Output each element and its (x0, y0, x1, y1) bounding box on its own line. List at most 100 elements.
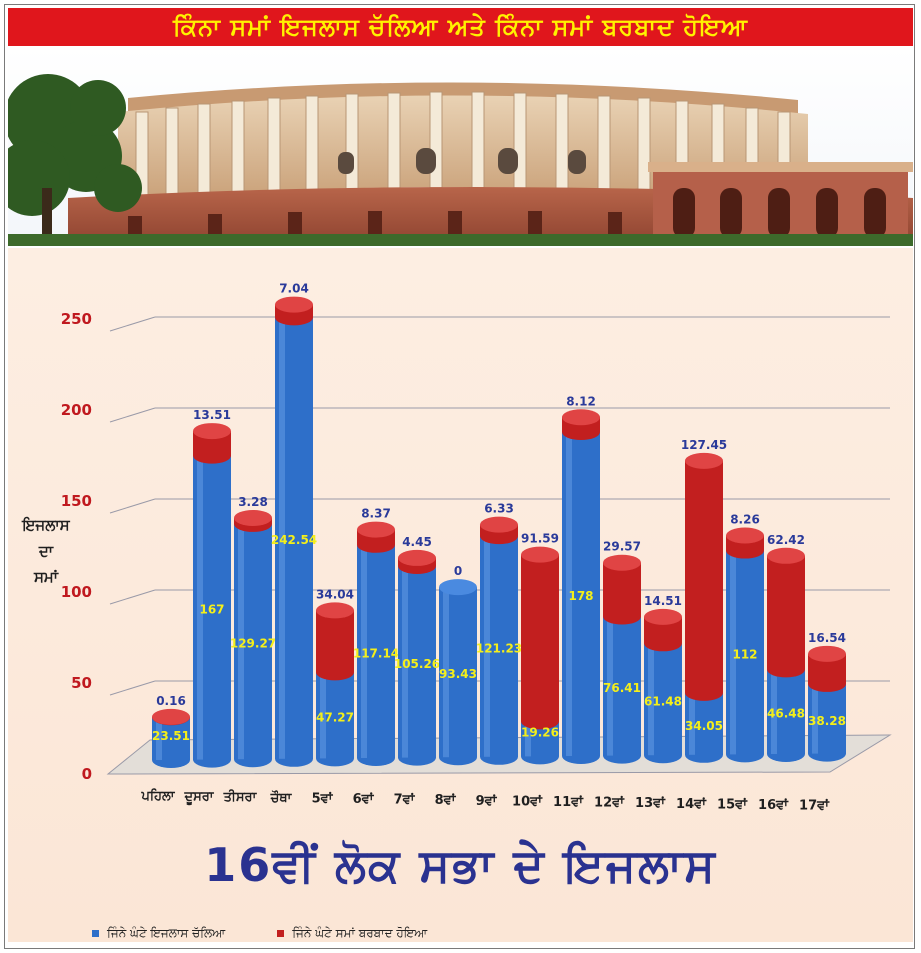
data-label-sitting-hours: 121.23 (476, 641, 522, 655)
parliament-photo (8, 48, 913, 246)
legend-label-sitting-hours: ਜਿੰਨੇ ਘੰਟੇ ਇਜਲਾਸ ਚੱਲਿਆ (107, 926, 226, 940)
bar-top-wasted (603, 554, 641, 571)
data-label-sitting-hours: 47.27 (316, 710, 354, 724)
bar-highlight (689, 692, 695, 755)
bar-wasted-hours (603, 562, 641, 625)
bar-top-wasted (275, 296, 313, 313)
y-tick-label: 250 (61, 310, 92, 328)
outer-frame (4, 4, 915, 949)
data-label-wasted-hours: 91.59 (521, 532, 559, 546)
data-label-wasted-hours: 8.26 (730, 513, 760, 527)
y-tick-label: 150 (61, 492, 92, 510)
bar-highlight (443, 587, 449, 758)
y-axis-ticks: 0 50 100 150 200 250 (61, 310, 92, 783)
grid-line-diagonal (109, 589, 156, 605)
bar-sitting-hours (398, 566, 436, 766)
x-tick-label: 17ਵਾਂ (799, 799, 830, 814)
bar-sitting-hours (275, 317, 313, 767)
data-label-sitting-hours: 38.28 (808, 714, 846, 728)
bar-sitting-hours (357, 544, 395, 766)
bar-wasted-hours (767, 555, 805, 678)
data-label-wasted-hours: 29.57 (603, 540, 641, 554)
x-tick-label: ਤੀਸਰਾ (223, 789, 258, 805)
x-tick-label: 9ਵਾਂ (476, 794, 498, 809)
bars: 23.51 0.16 167 13.51 129.27 3.28 242.54 7.04 47.… (152, 282, 846, 768)
bar-highlight (648, 643, 654, 756)
data-label-wasted-hours: 8.12 (566, 394, 596, 408)
bar-top-wasted (685, 452, 723, 469)
bar-group: 93.43 0 (439, 564, 477, 766)
bar-sitting-hours (603, 616, 641, 764)
bar-top-wasted (398, 549, 436, 566)
data-label-sitting-hours: 76.41 (603, 681, 641, 695)
legend-item-sitting-hours: ਜਿੰਨੇ ਘੰਟੇ ਇਜਲਾਸ ਚੱਲਿਆ (92, 926, 225, 941)
chart-title: 16ਵੀਂ ਲੋਕ ਸਭਾ ਦੇ ਇਜਲਾਸ (204, 838, 717, 892)
bar-highlight (279, 317, 285, 759)
legend: ਜਿੰਨੇ ਘੰਟੇ ਇਜਲਾਸ ਚੱਲਿਆ ਜਿੰਨੇ ਘੰਟੇ ਸਮਾਂ ਬ… (92, 926, 427, 941)
bar-group: 117.14 8.37 (353, 507, 399, 766)
bar-highlight (607, 616, 613, 756)
data-label-wasted-hours: 3.28 (238, 495, 268, 509)
y-tick-label: 0 (82, 765, 92, 783)
bar-highlight (238, 523, 244, 760)
data-label-sitting-hours: 129.27 (230, 637, 276, 651)
data-label-wasted-hours: 127.45 (681, 438, 727, 452)
data-label-wasted-hours: 13.51 (193, 408, 231, 422)
y-tick-label: 200 (61, 401, 92, 419)
bar-highlight (812, 683, 818, 754)
bar-sitting-hours (234, 523, 272, 768)
bar-highlight (320, 672, 326, 759)
bar-highlight (730, 550, 736, 755)
data-label-sitting-hours: 112 (732, 647, 757, 661)
bar-sitting-hours (316, 672, 354, 767)
bar-top-wasted (193, 423, 231, 440)
bar-group: 167 13.51 (193, 408, 231, 768)
bar-group: 47.27 34.04 (316, 587, 354, 767)
data-label-sitting-hours: 61.48 (644, 694, 682, 708)
bar-sitting-hours (685, 692, 723, 763)
legend-swatch-blue (92, 930, 99, 937)
data-label-wasted-hours: 14.51 (644, 594, 682, 608)
bar-top-wasted (357, 521, 395, 538)
x-tick-label: 10ਵਾਂ (512, 794, 543, 809)
data-label-sitting-hours: 117.14 (353, 646, 399, 660)
data-label-wasted-hours: 6.33 (484, 502, 514, 516)
data-label-wasted-hours: 7.04 (279, 282, 309, 296)
x-tick-label: 7ਵਾਂ (394, 793, 416, 808)
x-tick-label: ਦੂਸਰਾ (183, 790, 214, 806)
y-axis-label-line-2: ਦਾ (38, 542, 54, 560)
bar-wasted-hours (521, 554, 559, 730)
grid-line-diagonal (109, 407, 156, 423)
data-label-sitting-hours: 167 (199, 603, 224, 617)
legend-label-wasted-hours: ਜਿੰਨੇ ਘੰਟੇ ਸਮਾਂ ਬਰਬਾਦ ਹੋਇਆ (292, 926, 428, 940)
bar-sitting-hours (808, 683, 846, 762)
bar-top-wasted (234, 509, 272, 526)
bar-top-wasted (521, 546, 559, 563)
bar-top-wasted (767, 547, 805, 564)
x-tick-label: 12ਵਾਂ (594, 796, 625, 811)
bar-sitting-hours (152, 717, 190, 768)
bar-sitting-hours (562, 432, 600, 764)
bar-wasted-hours (316, 610, 354, 681)
bar-group: 34.05 127.45 (681, 438, 727, 763)
bar-highlight (197, 455, 203, 760)
bar-sitting-hours (644, 643, 682, 764)
bar-highlight (771, 669, 777, 754)
data-label-wasted-hours: 8.37 (361, 507, 391, 521)
bar-sitting-hours (480, 536, 518, 765)
bar-highlight (484, 536, 490, 757)
bar-wasted-hours (685, 460, 723, 701)
bar-top-wasted (726, 527, 764, 544)
x-tick-label: 5ਵਾਂ (312, 791, 334, 806)
bar-top-wasted (152, 708, 190, 725)
bar-group: 178 8.12 (562, 394, 600, 764)
bar-top-wasted (644, 608, 682, 625)
grid-line-diagonal (109, 316, 156, 332)
x-tick-label: ਚੌਥਾ (270, 790, 293, 806)
y-axis-label-line-3: ਸਮਾਂ (33, 568, 59, 586)
x-tick-label: 6ਵਾਂ (353, 792, 375, 807)
legend-swatch-red (277, 930, 285, 937)
parliament-building-illustration (8, 48, 913, 246)
bar-wasted-hours (193, 431, 231, 464)
